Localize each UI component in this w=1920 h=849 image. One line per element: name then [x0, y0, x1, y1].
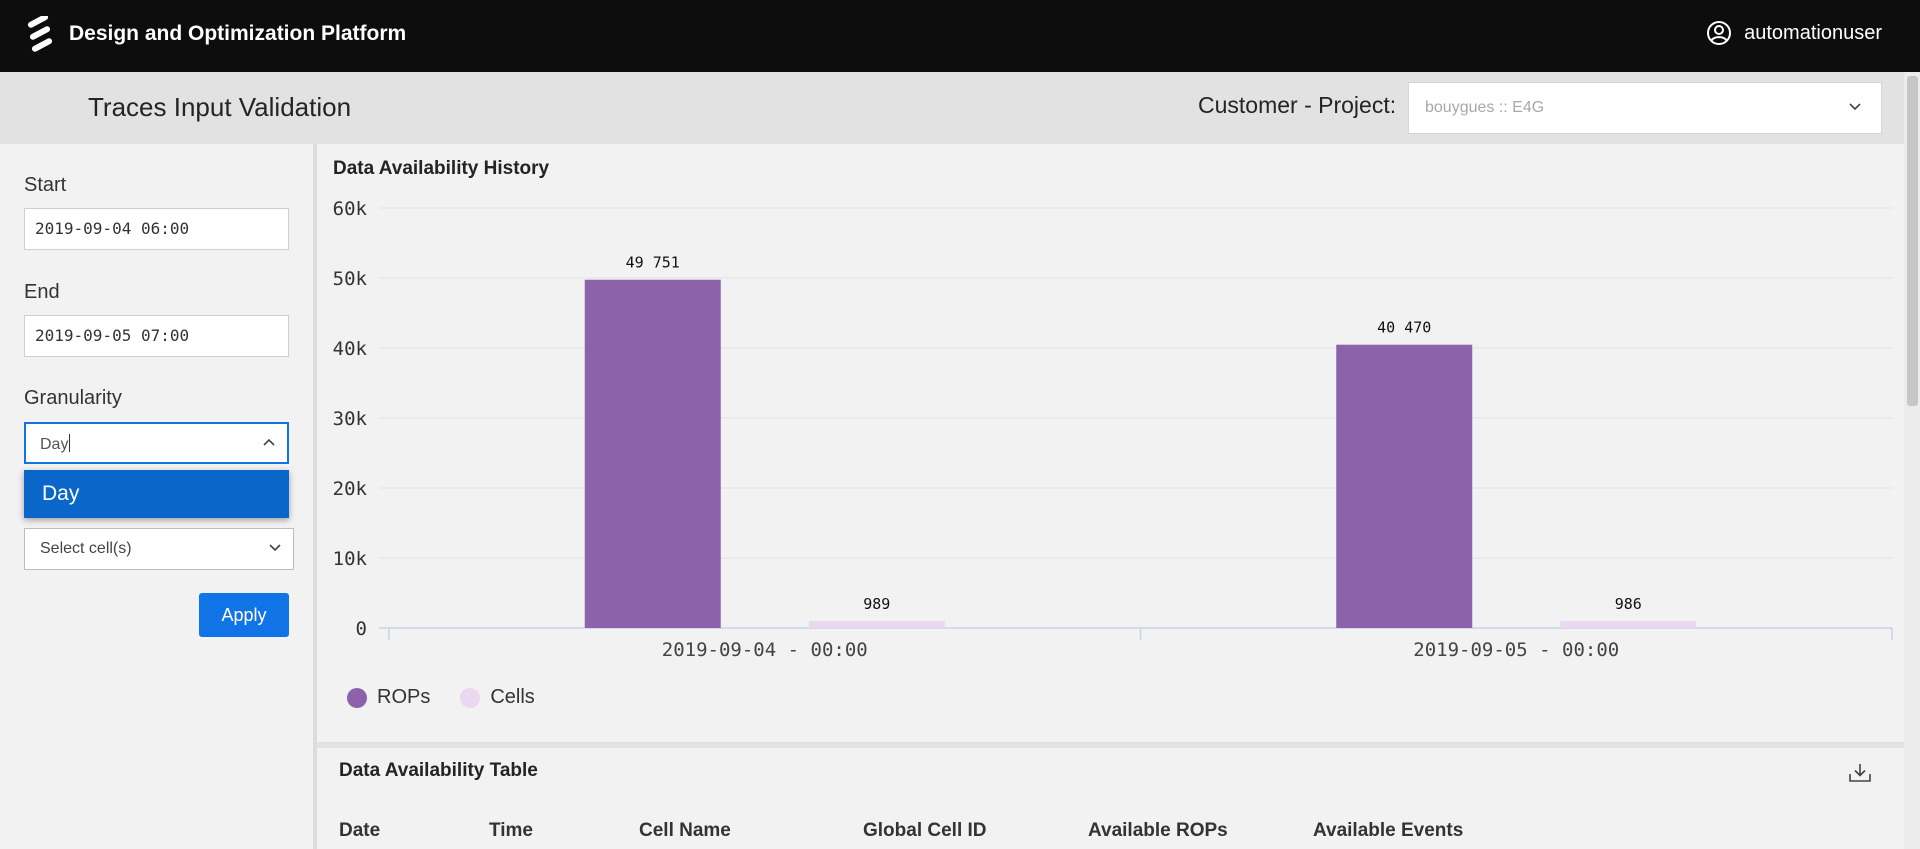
top-bar: Design and Optimization Platform automat… [0, 0, 1920, 72]
customer-project-select[interactable]: bouygues :: E4G [1408, 82, 1882, 134]
start-input[interactable]: 2019-09-04 06:00 [24, 208, 289, 250]
bar-rops [1336, 344, 1473, 628]
filter-sidebar: Start 2019-09-04 06:00 End 2019-09-05 07… [0, 144, 317, 849]
column-header-global-cell-id[interactable]: Global Cell ID [863, 820, 987, 841]
granularity-select[interactable]: Day [24, 422, 289, 464]
column-header-date[interactable]: Date [339, 820, 381, 841]
data-label: 986 [1615, 595, 1642, 613]
y-tick-label: 50k [333, 268, 368, 290]
username: automationuser [1744, 21, 1882, 44]
bar-cells [1560, 621, 1697, 628]
chevron-down-icon [269, 544, 281, 552]
data-label: 989 [863, 595, 890, 613]
y-tick-label: 30k [333, 408, 368, 430]
app-title[interactable]: Design and Optimization Platform [69, 22, 407, 45]
user-menu[interactable]: automationuser [1706, 20, 1882, 46]
user-circle-icon [1707, 21, 1732, 45]
x-tick-label: 2019-09-05 - 00:00 [1413, 639, 1619, 661]
data-availability-table-card: Data Availability Table Date Time Cell N… [317, 748, 1904, 849]
page-title: Traces Input Validation [88, 92, 352, 122]
page-scrollbar-thumb[interactable] [1907, 76, 1918, 406]
x-tick-label: 2019-09-04 - 00:00 [662, 639, 868, 661]
legend-label: Cells [490, 686, 535, 708]
apply-button[interactable]: Apply [199, 593, 289, 637]
y-tick-label: 40k [333, 338, 368, 360]
end-input[interactable]: 2019-09-05 07:00 [24, 315, 289, 357]
data-label: 49 751 [626, 254, 680, 272]
page-header: Traces Input Validation Customer - Proje… [0, 72, 1904, 144]
y-tick-label: 20k [333, 478, 368, 500]
cells-placeholder: Select cell(s) [40, 540, 132, 557]
chart-legend: ROPs Cells [347, 686, 565, 709]
column-header-time[interactable]: Time [489, 820, 534, 841]
granularity-option-day[interactable]: Day [24, 470, 289, 518]
cells-select[interactable]: Select cell(s) [24, 528, 294, 570]
granularity-option-label: Day [42, 482, 80, 505]
column-header-available-rops[interactable]: Available ROPs [1088, 820, 1228, 841]
bar-rops [584, 279, 721, 628]
start-label: Start [24, 174, 67, 196]
data-label: 40 470 [1377, 319, 1431, 337]
y-tick-label: 0 [356, 618, 367, 640]
legend-dot-icon [460, 687, 481, 708]
download-icon[interactable] [1848, 762, 1872, 784]
bar-chart: 60k 50k 40k 30k 20k 10k 0 49 751 989 2019-09-04 -… [333, 198, 1893, 661]
chevron-up-icon [263, 438, 275, 446]
chart-title: Data Availability History [333, 158, 550, 179]
y-tick-label: 60k [333, 198, 368, 220]
legend-label: ROPs [377, 686, 431, 708]
table-title: Data Availability Table [339, 760, 538, 781]
legend-item-cells[interactable]: Cells [460, 686, 535, 709]
chevron-down-icon [1849, 103, 1861, 111]
granularity-label: Granularity [24, 387, 122, 409]
ericsson-logo-icon[interactable] [24, 16, 56, 52]
data-availability-history-card: Data Availability History 60k 50k 40k 30k 20… [317, 146, 1904, 742]
column-header-available-events[interactable]: Available Events [1313, 820, 1464, 841]
bar-cells [808, 621, 945, 628]
column-header-cell-name[interactable]: Cell Name [639, 820, 731, 841]
granularity-value: Day [40, 434, 71, 453]
y-tick-label: 10k [333, 548, 368, 570]
legend-dot-icon [347, 687, 367, 708]
legend-item-rops[interactable]: ROPs [347, 686, 430, 709]
card-divider [317, 742, 1904, 748]
end-label: End [24, 281, 60, 303]
customer-project-value: bouygues :: E4G [1425, 99, 1545, 116]
customer-project-label: Customer - Project: [1198, 92, 1397, 118]
